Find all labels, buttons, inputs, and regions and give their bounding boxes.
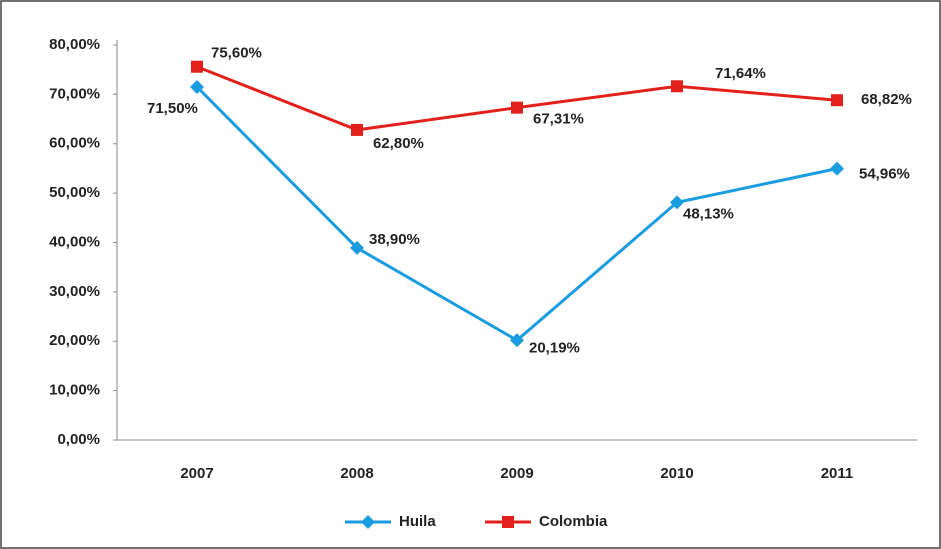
data-label: 67,31% — [533, 111, 584, 128]
marker — [351, 123, 363, 136]
marker — [361, 515, 375, 529]
marker — [830, 161, 844, 176]
data-label: 71,50% — [147, 100, 198, 117]
data-label: 62,80% — [373, 135, 424, 152]
x-tick-label: 2007 — [180, 465, 213, 482]
marker — [350, 240, 364, 255]
y-tick-label: 40,00% — [49, 233, 100, 250]
data-label: 54,96% — [859, 166, 910, 183]
marker — [511, 101, 523, 114]
x-tick-label: 2011 — [821, 465, 854, 482]
data-label: 38,90% — [369, 231, 420, 248]
y-tick-label: 10,00% — [49, 382, 100, 399]
data-label: 20,19% — [529, 339, 580, 356]
data-label: 71,64% — [715, 65, 766, 82]
x-tick-label: 2008 — [340, 465, 373, 482]
y-tick-label: 80,00% — [49, 36, 100, 53]
y-tick-label: 20,00% — [49, 332, 100, 349]
x-tick-label: 2010 — [660, 465, 693, 482]
y-tick-label: 70,00% — [49, 85, 100, 102]
marker — [190, 79, 204, 94]
data-label: 68,82% — [861, 91, 912, 108]
legend-label: Huila — [399, 513, 436, 530]
marker — [191, 60, 203, 73]
y-tick-label: 50,00% — [49, 184, 100, 201]
marker — [670, 195, 684, 210]
x-tick-label: 2009 — [500, 465, 533, 482]
marker — [831, 94, 843, 107]
marker — [671, 80, 683, 93]
data-label: 75,60% — [211, 45, 262, 62]
legend-label: Colombia — [539, 513, 608, 530]
data-label: 48,13% — [683, 205, 734, 222]
marker — [510, 333, 524, 348]
marker — [502, 516, 514, 528]
y-tick-label: 0,00% — [57, 431, 100, 448]
y-tick-label: 60,00% — [49, 135, 100, 152]
y-tick-label: 30,00% — [49, 283, 100, 300]
